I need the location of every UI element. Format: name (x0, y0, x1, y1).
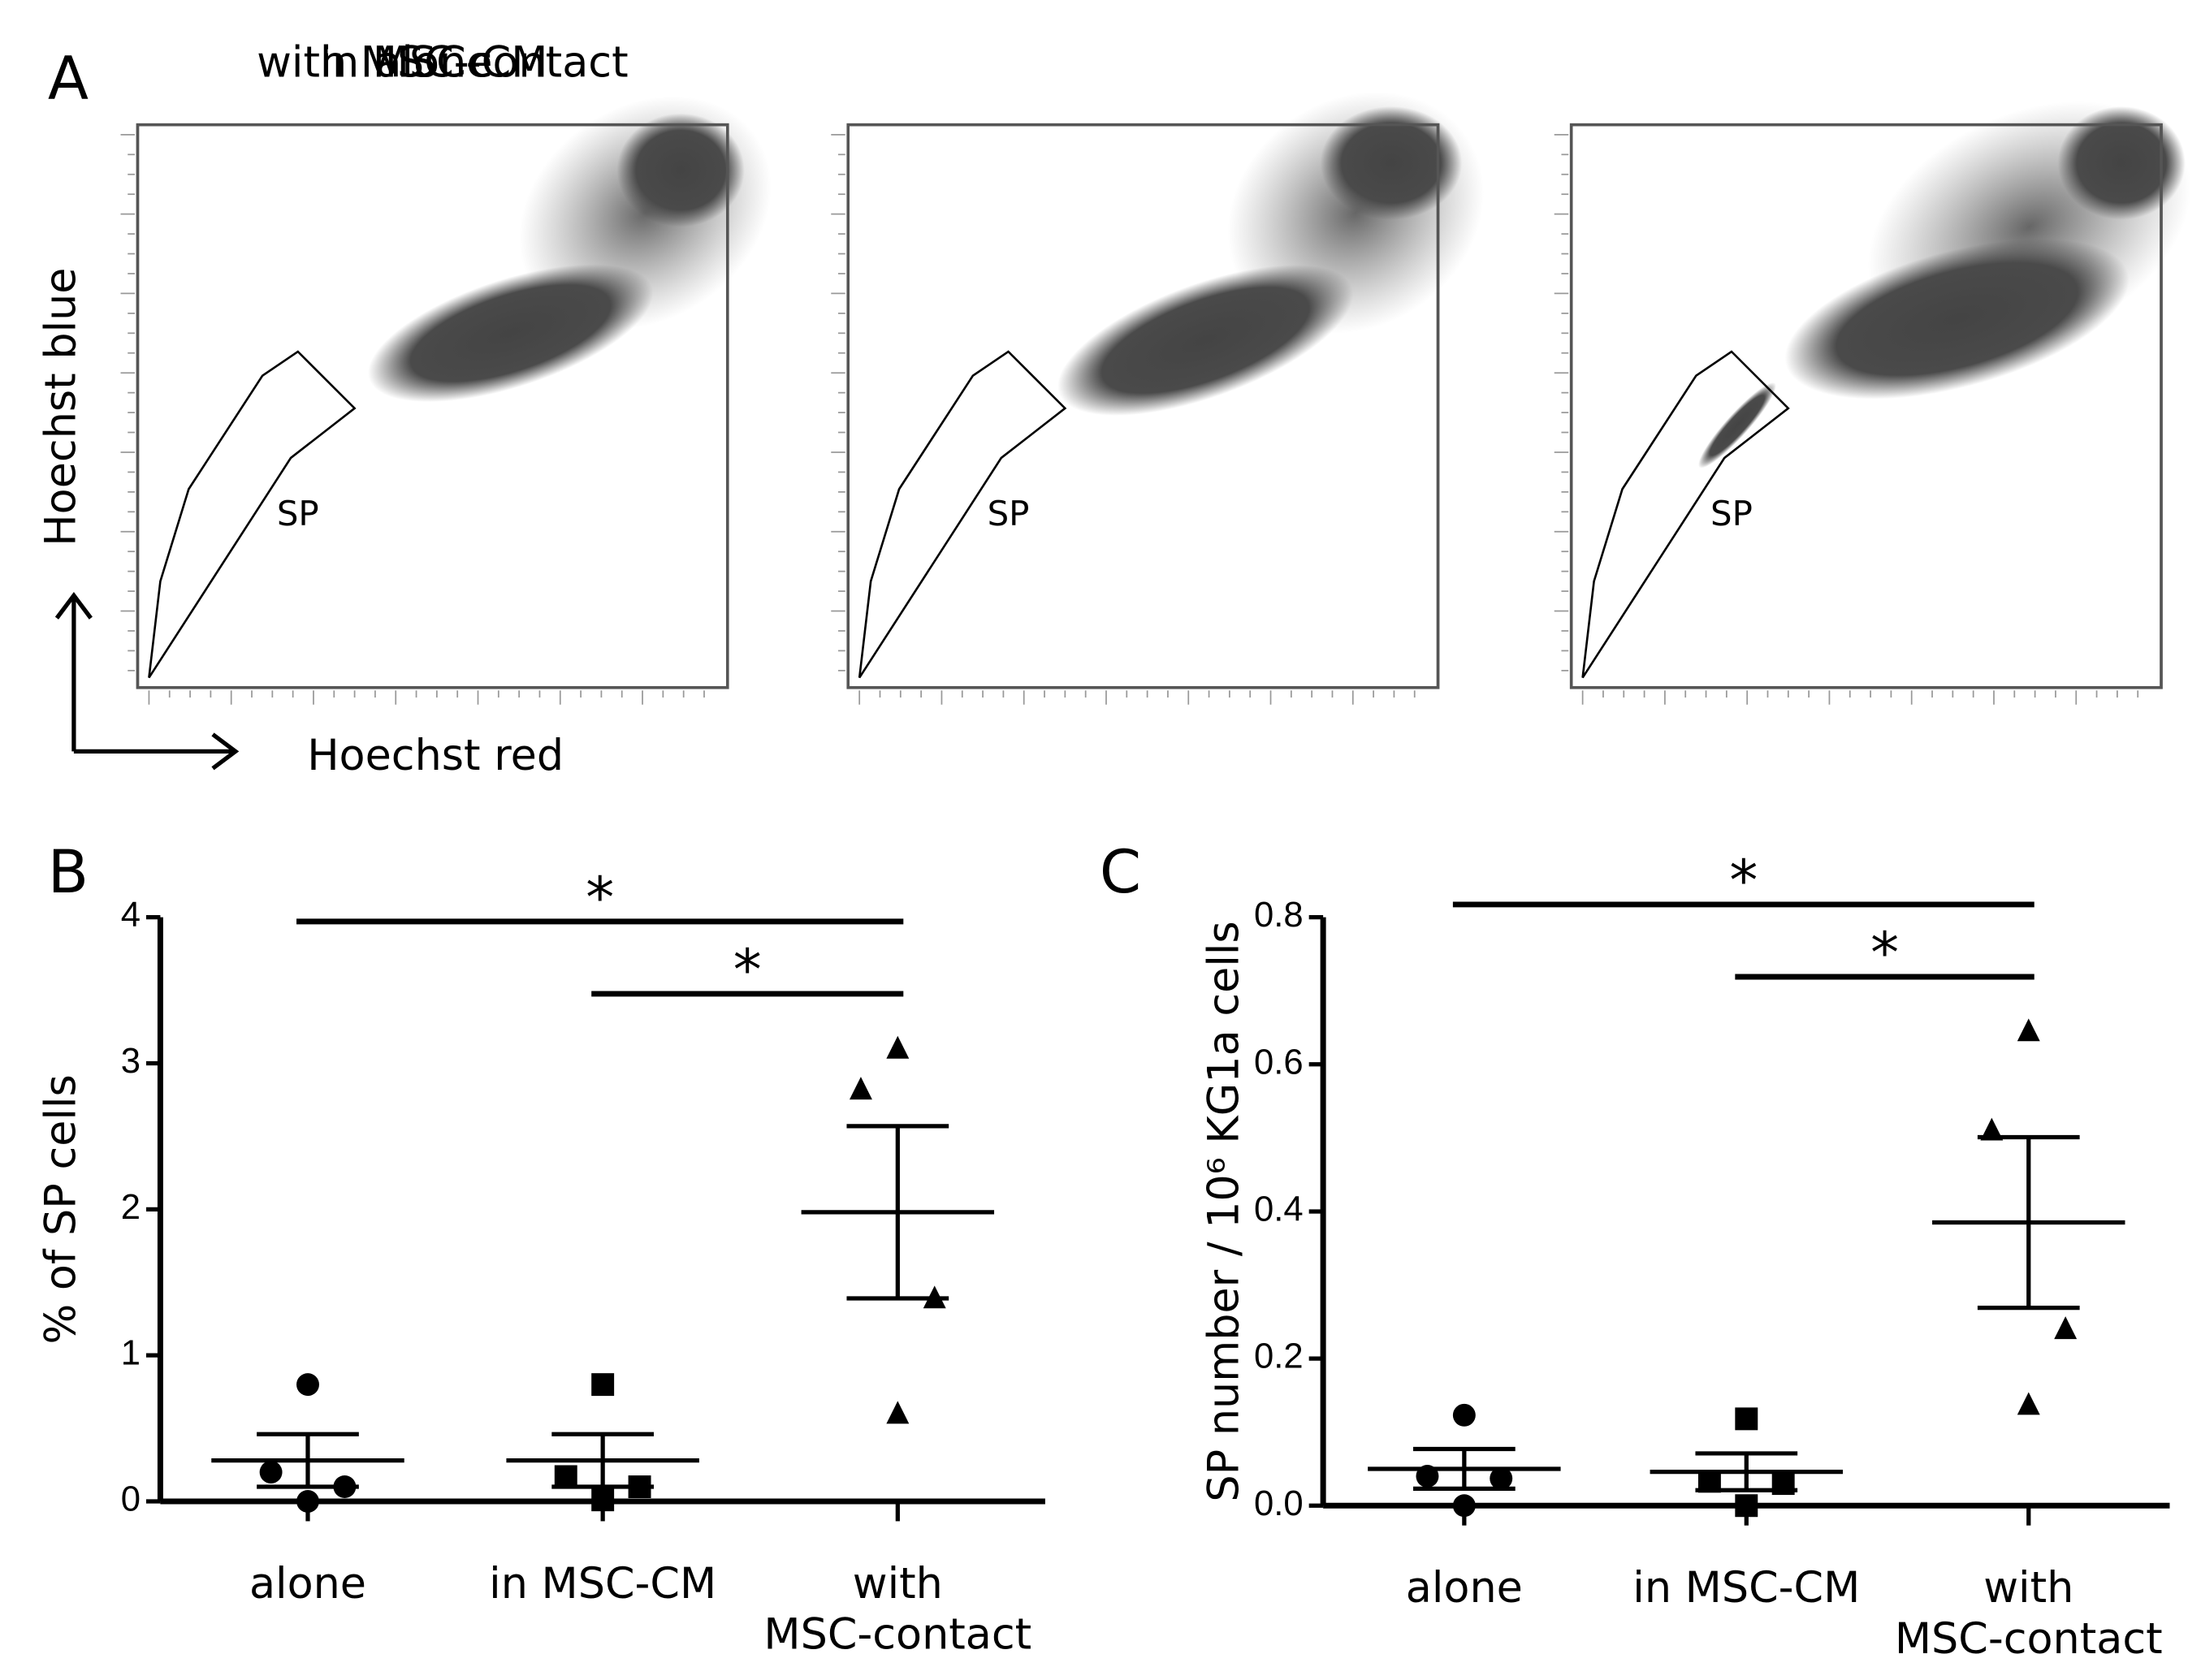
plot-edge (136, 123, 729, 689)
flow-plot: SP (1554, 101, 2191, 705)
plot-edge (846, 123, 1440, 689)
plot-title: alone (375, 37, 492, 87)
cell-cloud (368, 264, 654, 403)
data-point (1452, 1494, 1476, 1518)
gate-label: SP (1710, 494, 1753, 533)
panel-letter: A (48, 44, 89, 113)
label-line: MSC-contact (1895, 1614, 2163, 1664)
data-point (1980, 1117, 2004, 1141)
label-line: with (1983, 1563, 2073, 1613)
cell-cloud (616, 113, 745, 227)
data-point (1735, 1407, 1758, 1431)
x-tick-label: with MSC-contact (763, 1559, 1031, 1660)
cell-cloud (1698, 382, 1776, 469)
sp-gate (1581, 350, 1790, 679)
data-point (591, 1488, 615, 1512)
cell-cloud (1057, 265, 1354, 416)
x-tick-label: alone (1406, 1563, 1523, 1613)
data-point (849, 1077, 872, 1100)
plot-edge (1569, 123, 2163, 689)
y-tick-label: 1 (121, 1333, 141, 1373)
y-tick-label: 0.6 (1254, 1042, 1304, 1082)
cell-cloud (2057, 106, 2186, 220)
y-tick-label: 0.2 (1254, 1337, 1304, 1376)
data-point (1452, 1403, 1476, 1427)
significance-label: * (1870, 921, 1899, 987)
x-tick-label: in MSC-CM (489, 1559, 716, 1609)
y-axis-label: % of SP cells (37, 1074, 86, 1344)
data-point (2054, 1316, 2078, 1340)
cell-cloud (1320, 106, 1463, 220)
x-tick-label: with MSC-contact (1895, 1563, 2163, 1664)
data-point (591, 1373, 615, 1397)
x-tick-label: alone (249, 1559, 366, 1609)
label-line: with (853, 1559, 943, 1609)
significance-label: * (733, 938, 762, 1004)
data-point (259, 1461, 283, 1484)
gate-label: SP (277, 494, 319, 533)
y-tick-label: 0.8 (1254, 895, 1304, 935)
panel-letter: B (48, 838, 89, 907)
data-point (1490, 1466, 1513, 1490)
flow-plot: SP (831, 92, 1485, 705)
data-point (2017, 1018, 2040, 1042)
data-point (296, 1490, 319, 1513)
cell-cloud (1784, 239, 2130, 399)
flow-plot: SP (120, 96, 772, 705)
axis-arrows (54, 591, 240, 771)
y-tick-label: 3 (121, 1041, 141, 1081)
gate-label: SP (988, 494, 1030, 533)
label-line: MSC-contact (763, 1610, 1031, 1660)
data-point (296, 1373, 319, 1397)
y-tick-label: 0.0 (1254, 1483, 1304, 1523)
data-point (2017, 1392, 2040, 1415)
data-point (1735, 1494, 1758, 1518)
significance-label: * (1729, 849, 1758, 914)
y-axis-label: Hoechst blue (37, 267, 86, 546)
y-tick-label: 2 (121, 1187, 141, 1227)
sp-gate (858, 350, 1067, 679)
data-point (886, 1401, 910, 1424)
data-point (886, 1035, 910, 1059)
y-tick-label: 4 (121, 895, 141, 935)
data-point (554, 1465, 577, 1488)
plot-title: with MSC-contact (257, 37, 629, 87)
significance-label: * (586, 865, 614, 931)
y-tick-label: 0 (121, 1479, 141, 1519)
y-tick-label: 0.4 (1254, 1189, 1304, 1229)
y-axis-label: SP number / 10⁶ KG1a cells (1199, 921, 1248, 1501)
sp-gate (148, 350, 357, 679)
panel-letter: C (1100, 838, 1141, 907)
x-axis-label: Hoechst red (307, 731, 564, 780)
x-tick-label: in MSC-CM (1632, 1563, 1860, 1613)
plot-title: in MSC-CM (320, 37, 547, 87)
